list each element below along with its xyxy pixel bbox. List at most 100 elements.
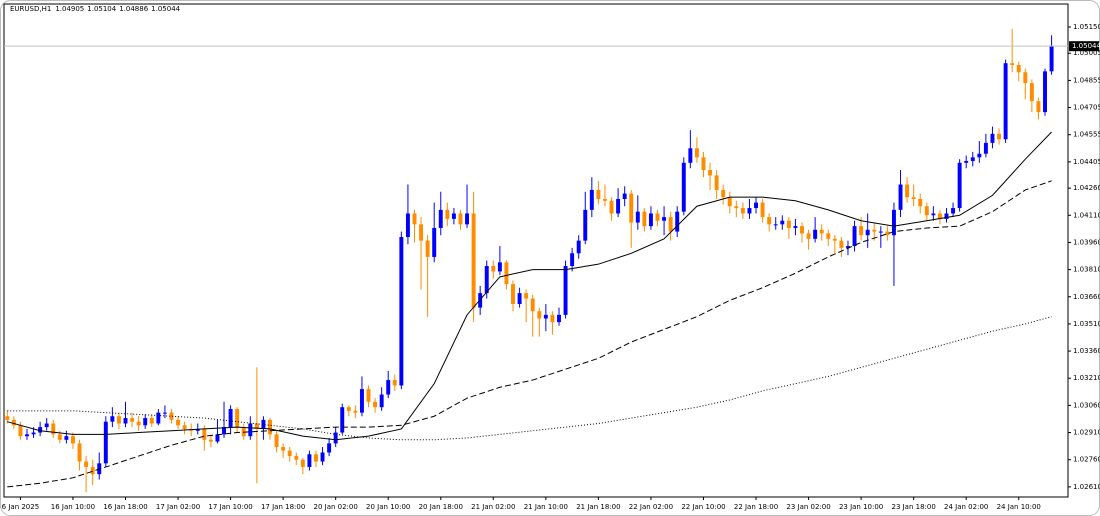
candle-body (504, 262, 509, 285)
candle-body (438, 209, 443, 228)
candle-body (254, 423, 259, 429)
candle-body (248, 423, 253, 437)
candle-body (1049, 46, 1054, 72)
candle-body (859, 226, 864, 236)
y-tick-label: 1.04855 (1073, 76, 1100, 84)
candle-body (451, 213, 456, 219)
candle-body (44, 423, 49, 428)
candle-body (307, 454, 312, 467)
candle-body (773, 224, 778, 226)
candle-body (235, 409, 240, 428)
candle-body (806, 233, 811, 239)
candle-body (511, 284, 515, 305)
y-tick-label: 1.04555 (1073, 131, 1100, 139)
candle-body (694, 148, 699, 158)
x-tick-label: 20 Jan 02:00 (314, 503, 358, 511)
x-tick-label: 22 Jan 18:00 (734, 503, 778, 511)
candle-body (18, 425, 23, 437)
candle-body (885, 231, 890, 236)
y-tick-label: 1.04705 (1073, 104, 1100, 112)
candle-body (215, 434, 220, 442)
candle-body (964, 160, 969, 163)
candle-body (353, 410, 358, 413)
symbol: EURUSD,H1 (10, 5, 51, 13)
x-tick-label: 22 Jan 10:00 (681, 503, 725, 511)
y-tick-label: 1.03060 (1073, 401, 1100, 409)
candle-body (524, 293, 529, 299)
candle-body (550, 314, 555, 323)
x-tick-label: 17 Jan 18:00 (261, 503, 305, 511)
candle-body (208, 439, 213, 442)
candle-body (616, 198, 621, 214)
candle-body (1016, 65, 1021, 73)
candle-body (990, 133, 995, 143)
candle-body (195, 428, 200, 431)
candle-body (891, 209, 896, 236)
header-high: 1.05104 (87, 5, 116, 13)
x-tick-label: 20 Jan 10:00 (366, 503, 410, 511)
candle-body (800, 226, 804, 234)
candle-body (130, 418, 135, 422)
x-tick-label: 21 Jan 02:00 (471, 503, 515, 511)
candle-body (300, 459, 305, 467)
y-tick-label: 1.02610 (1073, 483, 1100, 491)
candle-body (156, 412, 161, 424)
candle-body (819, 229, 824, 234)
candle-body (491, 265, 496, 272)
candle-body (333, 432, 338, 444)
candle-body (839, 240, 844, 248)
candle-body (103, 421, 108, 464)
candle-body (681, 162, 686, 212)
candle-body (465, 213, 470, 225)
candle-body (149, 418, 154, 424)
candle-body (517, 293, 522, 305)
y-tick-label: 1.03960 (1073, 238, 1100, 246)
y-tick-label: 1.03810 (1073, 266, 1100, 274)
candle-body (5, 416, 10, 420)
candle-body (957, 162, 962, 209)
candle-body (865, 229, 870, 236)
candle-body (668, 217, 673, 232)
price-label: 1.05044 (1072, 42, 1100, 50)
candle-body (327, 443, 332, 453)
moving-average (7, 180, 1052, 488)
candle-body (419, 224, 424, 241)
x-tick-label: 24 Jan 10:00 (997, 503, 1041, 511)
candle-body (110, 416, 115, 422)
candle-body (629, 193, 634, 223)
candle-body (793, 226, 798, 228)
x-tick-label: 20 Jan 18:00 (419, 503, 463, 511)
candle-body (951, 208, 956, 214)
y-tick-label: 1.04110 (1073, 211, 1100, 219)
candle-body (405, 213, 410, 238)
candle-body (1023, 72, 1028, 84)
candle-body (583, 209, 588, 241)
candle-body (90, 466, 95, 475)
candle-body (537, 311, 542, 319)
candle-body (241, 427, 246, 437)
candle-body (162, 412, 167, 414)
candle-body (281, 447, 286, 451)
x-tick-label: 6 Jan 2025 (2, 503, 40, 511)
y-tick-label: 1.03510 (1073, 320, 1100, 328)
candle-body (274, 434, 279, 448)
candle-body (169, 412, 174, 420)
candle-body (228, 409, 233, 428)
candle-body (379, 394, 384, 408)
candle-body (734, 206, 739, 209)
candle-body (662, 217, 667, 221)
candle-body (688, 148, 693, 163)
candle-body (997, 133, 1002, 140)
candle-body (1010, 63, 1015, 66)
candle-body (359, 389, 364, 413)
candle-body (25, 434, 29, 437)
candle-body (314, 454, 318, 462)
candle-body (924, 206, 929, 216)
candle-body (1003, 63, 1008, 140)
candle-body (635, 211, 640, 223)
x-tick-label: 24 Jan 02:00 (944, 503, 988, 511)
candle-body (977, 153, 982, 158)
candle-body (320, 452, 325, 462)
header-low: 1.04886 (119, 5, 148, 13)
